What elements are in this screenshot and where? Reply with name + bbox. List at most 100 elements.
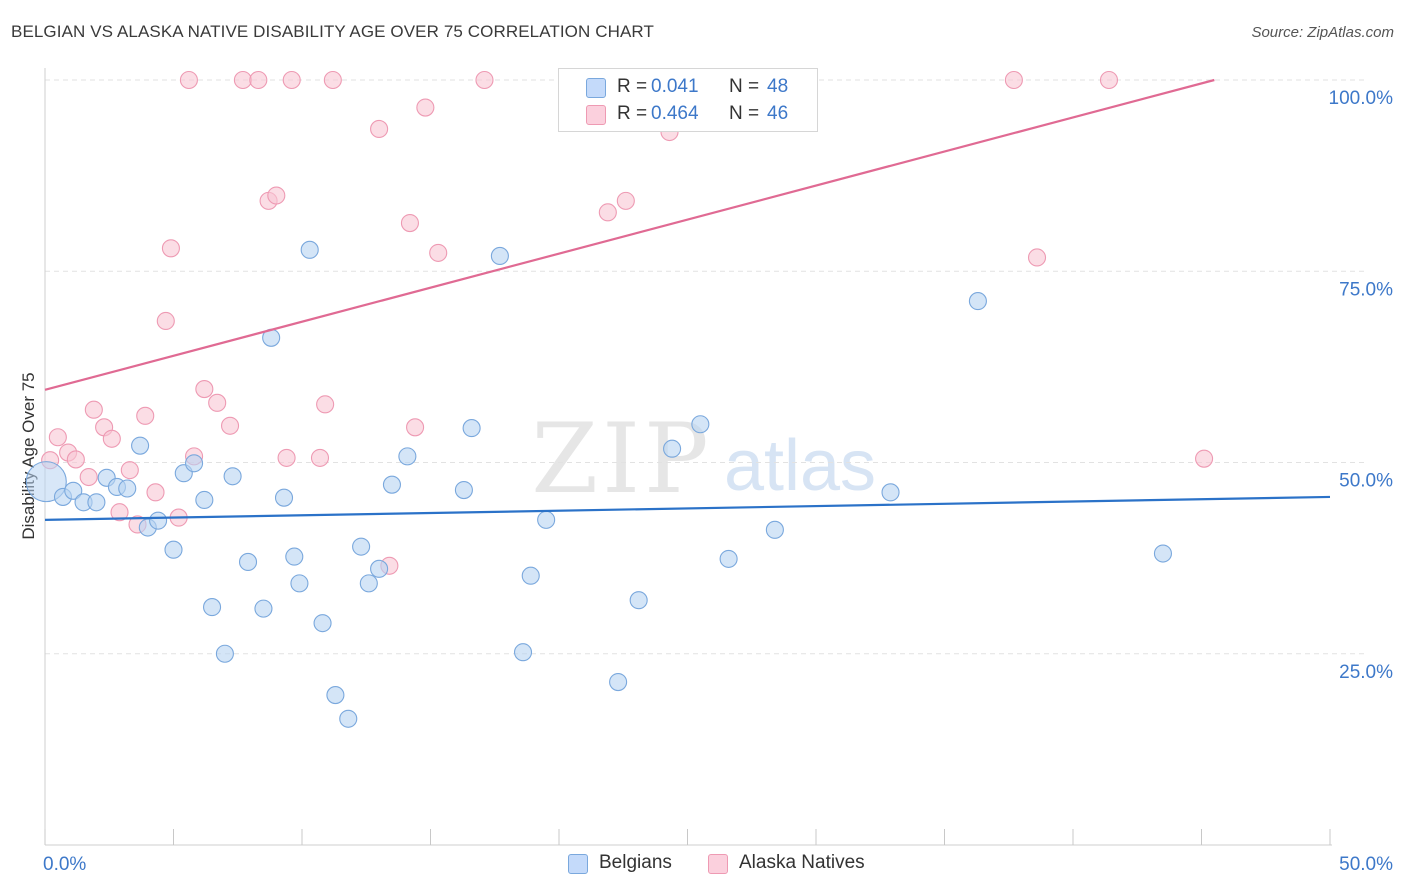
series-belgians [25, 240, 1172, 728]
alaska-natives-point [110, 503, 129, 522]
belgians-point [118, 479, 137, 498]
alaska-natives-point [1004, 70, 1023, 90]
alaska-natives-point [136, 406, 155, 425]
belgians-point [87, 493, 106, 512]
alaska-natives-point [323, 70, 342, 90]
r-value: 0.464 [651, 103, 699, 124]
alaska-natives-point [416, 98, 435, 117]
belgians-point [398, 447, 417, 466]
belgians-point [691, 415, 710, 434]
x-tick-label: 0.0% [43, 854, 86, 875]
x-tick-labels: 0.0% 50.0% [43, 854, 1393, 875]
alaska-natives-point [233, 70, 252, 90]
alaska-natives-point [475, 70, 494, 90]
alaska-natives-trend-line [44, 78, 1215, 391]
belgians-point [254, 599, 273, 618]
belgians-point [215, 644, 234, 663]
y-tick-label: 50.0% [1339, 471, 1393, 492]
belgians-point [765, 520, 784, 539]
alaska-swatch [586, 105, 606, 125]
alaska-label: Alaska Natives [739, 852, 865, 873]
alaska-swatch [708, 854, 728, 874]
trend-lines [44, 78, 1331, 521]
alaska-natives-point [208, 393, 227, 412]
belgians-point [185, 454, 204, 473]
belgians-point [968, 292, 987, 311]
y-axis-label: Disability Age Over 75 [19, 372, 38, 539]
belgians-point [300, 240, 319, 259]
alaska-natives-point [429, 243, 448, 262]
alaska-natives-point [249, 70, 268, 90]
belgians-point [131, 436, 150, 455]
chart-title: BELGIAN VS ALASKA NATIVE DISABILITY AGE … [11, 22, 654, 41]
n-value: 48 [767, 76, 789, 97]
y-tick-label: 75.0% [1339, 279, 1393, 300]
n-label: N = [729, 76, 760, 97]
belgians-point [454, 480, 473, 500]
alaska-natives-point [282, 70, 301, 90]
belgians-point [490, 246, 509, 265]
alaska-natives-point [598, 203, 617, 222]
belgians-point [513, 643, 533, 662]
y-tick-label: 25.0% [1339, 662, 1393, 683]
alaska-natives-point [146, 483, 165, 502]
alaska-natives-point [370, 119, 389, 139]
alaska-natives-point [220, 416, 240, 435]
alaska-natives-point [1195, 449, 1214, 468]
alaska-natives-point [102, 429, 121, 448]
alaska-natives-point [79, 467, 98, 487]
belgians-point [223, 467, 242, 486]
belgians-point [537, 510, 556, 529]
alaska-natives-point [161, 239, 180, 258]
belgians-point [629, 591, 648, 610]
watermark: ZIP atlas [531, 403, 876, 515]
r-label: R = [617, 103, 648, 124]
belgians-point [719, 549, 738, 568]
watermark-atlas: atlas [724, 426, 876, 506]
n-label: N = [729, 103, 760, 124]
n-value: 46 [767, 103, 789, 124]
belgians-point [195, 490, 214, 510]
belgians-point [290, 574, 309, 593]
alaska-natives-point [84, 400, 103, 419]
belgians-point [462, 419, 481, 438]
alaska-natives-point [316, 395, 335, 414]
watermark-zip: ZIP [531, 403, 712, 515]
belgians-point [149, 511, 168, 530]
alaska-natives-point [66, 450, 85, 469]
belgians-point [352, 537, 371, 556]
belgians-point [285, 547, 304, 566]
r-label: R = [617, 76, 648, 97]
alaska-natives-point [277, 448, 296, 467]
belgians-point [359, 574, 378, 593]
belgians-point [326, 686, 345, 705]
belgians-point [663, 439, 682, 458]
correlation-legend: R = 0.041 N = 48 R = 0.464 N = 46 [558, 68, 818, 132]
alaska-natives-point [616, 191, 635, 210]
alaska-natives-point [48, 428, 67, 447]
belgians-point [274, 488, 294, 507]
belgians-point [521, 566, 540, 585]
belgians-trend-line [44, 495, 1331, 521]
y-tick-labels: 25.0% 50.0% 75.0% 100.0% [1329, 88, 1394, 683]
source-label: Source: ZipAtlas.com [1251, 24, 1394, 41]
alaska-natives-point [1027, 248, 1047, 267]
alaska-natives-point [156, 311, 175, 331]
alaska-natives-point [400, 214, 419, 233]
alaska-natives-point [1099, 70, 1119, 90]
belgians-swatch [586, 78, 606, 98]
belgians-point [1153, 544, 1172, 563]
belgians-point [238, 552, 258, 572]
alaska-natives-point [179, 70, 198, 90]
alaska-natives-point [406, 418, 425, 437]
belgians-swatch [568, 854, 588, 874]
belgians-point [313, 614, 332, 633]
alaska-natives-point [267, 186, 286, 205]
r-value: 0.041 [651, 76, 699, 97]
alaska-natives-point [120, 461, 139, 480]
x-tick-label: 50.0% [1339, 854, 1393, 875]
belgians-point [370, 559, 389, 578]
belgians-point [339, 709, 358, 728]
belgians-point [881, 483, 900, 502]
